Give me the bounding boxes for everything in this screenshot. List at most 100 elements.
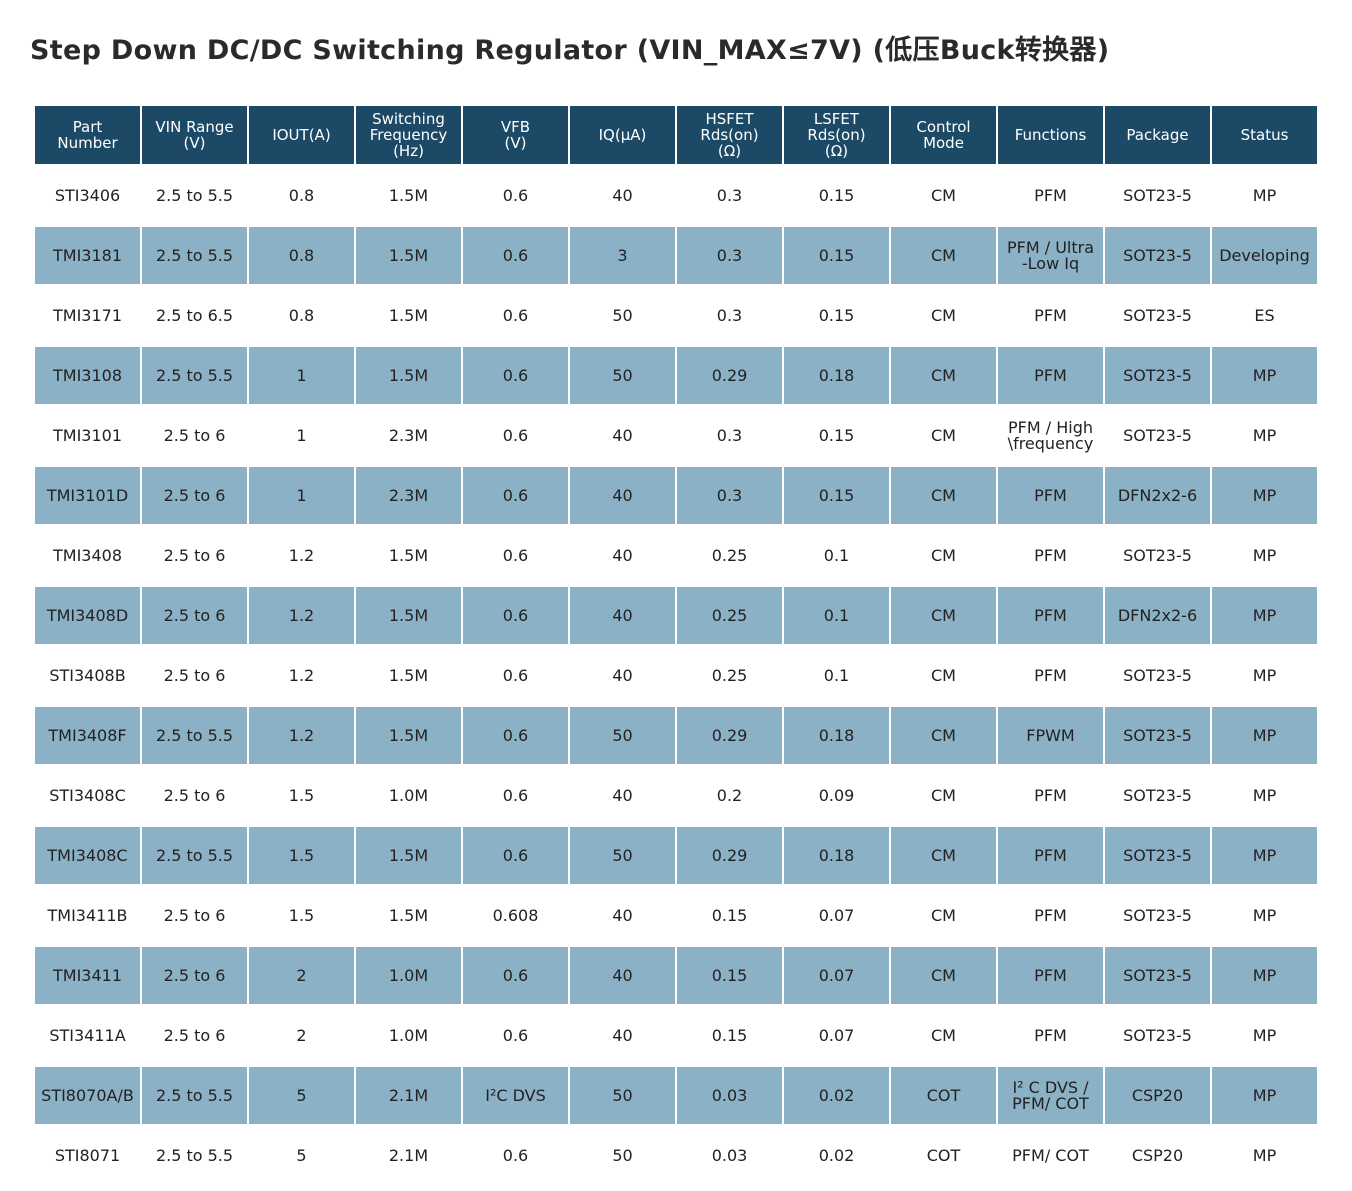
table-cell-switching-frequency: 1.5M — [356, 647, 461, 704]
table-cell-vfb: I²C DVS — [463, 1067, 568, 1124]
table-cell-status: Developing — [1212, 227, 1317, 284]
column-header-hsfet-rds-on: HSFET Rds(on) (Ω) — [677, 106, 782, 164]
table-cell-control-mode: CM — [891, 167, 996, 224]
table-cell-package: SOT23-5 — [1105, 167, 1210, 224]
table-cell-lsfet-rds-on: 0.02 — [784, 1067, 889, 1124]
table-row: TMI3408D 2.5 to 6 1.2 1.5M 0.6 40 0.25 0.1 CM PFM… — [35, 587, 1317, 644]
table-cell-control-mode: CM — [891, 227, 996, 284]
table-cell-iout: 2 — [249, 947, 354, 1004]
table-cell-status: MP — [1212, 467, 1317, 524]
table-cell-control-mode: CM — [891, 467, 996, 524]
table-cell-hsfet-rds-on: 0.3 — [677, 407, 782, 464]
table-cell-control-mode: CM — [891, 527, 996, 584]
table-cell-control-mode: CM — [891, 827, 996, 884]
table-cell-part-number: TMI3181 — [35, 227, 140, 284]
table-row: STI3408B 2.5 to 6 1.2 1.5M 0.6 40 0.25 0.1 CM PFM… — [35, 647, 1317, 704]
table-row: TMI3411B 2.5 to 6 1.5 1.5M 0.608 40 0.15 0.07 CM… — [35, 887, 1317, 944]
table-cell-functions: PFM — [998, 527, 1103, 584]
table-cell-status: ES — [1212, 287, 1317, 344]
table-cell-hsfet-rds-on: 0.2 — [677, 767, 782, 824]
table-cell-functions: PFM — [998, 467, 1103, 524]
table-cell-control-mode: CM — [891, 767, 996, 824]
table-cell-functions: PFM / Ultra -Low Iq — [998, 227, 1103, 284]
table-cell-status: MP — [1212, 1127, 1317, 1184]
table-cell-status: MP — [1212, 647, 1317, 704]
table-cell-hsfet-rds-on: 0.25 — [677, 647, 782, 704]
table-cell-lsfet-rds-on: 0.1 — [784, 527, 889, 584]
table-cell-vin-range: 2.5 to 6 — [142, 467, 247, 524]
table-cell-lsfet-rds-on: 0.18 — [784, 347, 889, 404]
table-cell-status: MP — [1212, 347, 1317, 404]
table-cell-status: MP — [1212, 167, 1317, 224]
table-cell-hsfet-rds-on: 0.25 — [677, 527, 782, 584]
table-cell-vfb: 0.608 — [463, 887, 568, 944]
table-cell-vin-range: 2.5 to 6 — [142, 947, 247, 1004]
table-cell-vfb: 0.6 — [463, 707, 568, 764]
table-cell-hsfet-rds-on: 0.29 — [677, 827, 782, 884]
table-cell-lsfet-rds-on: 0.1 — [784, 587, 889, 644]
table-cell-lsfet-rds-on: 0.15 — [784, 407, 889, 464]
table-cell-functions: PFM/ COT — [998, 1127, 1103, 1184]
table-cell-control-mode: CM — [891, 347, 996, 404]
table-cell-part-number: STI3408C — [35, 767, 140, 824]
table-cell-functions: PFM / High \frequency — [998, 407, 1103, 464]
table-cell-package: SOT23-5 — [1105, 707, 1210, 764]
table-cell-iq: 40 — [570, 527, 675, 584]
table-cell-status: MP — [1212, 1007, 1317, 1064]
table-cell-control-mode: CM — [891, 947, 996, 1004]
table-cell-control-mode: CM — [891, 407, 996, 464]
table-cell-iout: 0.8 — [249, 167, 354, 224]
table-cell-functions: PFM — [998, 767, 1103, 824]
table-cell-package: SOT23-5 — [1105, 347, 1210, 404]
table-cell-switching-frequency: 1.5M — [356, 227, 461, 284]
table-cell-functions: PFM — [998, 587, 1103, 644]
table-cell-switching-frequency: 2.1M — [356, 1127, 461, 1184]
table-cell-vin-range: 2.5 to 5.5 — [142, 227, 247, 284]
table-cell-hsfet-rds-on: 0.3 — [677, 227, 782, 284]
table-cell-iq: 50 — [570, 1067, 675, 1124]
table-cell-iq: 50 — [570, 827, 675, 884]
table-cell-part-number: TMI3411B — [35, 887, 140, 944]
table-cell-control-mode: CM — [891, 287, 996, 344]
table-cell-status: MP — [1212, 827, 1317, 884]
table-cell-switching-frequency: 2.3M — [356, 407, 461, 464]
table-cell-functions: PFM — [998, 647, 1103, 704]
table-cell-vin-range: 2.5 to 6 — [142, 587, 247, 644]
table-cell-hsfet-rds-on: 0.3 — [677, 287, 782, 344]
table-cell-status: MP — [1212, 527, 1317, 584]
table-cell-iq: 50 — [570, 347, 675, 404]
table-cell-hsfet-rds-on: 0.29 — [677, 347, 782, 404]
table-cell-iq: 3 — [570, 227, 675, 284]
table-row: TMI3108 2.5 to 5.5 1 1.5M 0.6 50 0.29 0.18 CM PFM… — [35, 347, 1317, 404]
table-cell-iq: 40 — [570, 1007, 675, 1064]
table-cell-hsfet-rds-on: 0.15 — [677, 1007, 782, 1064]
table-cell-iout: 2 — [249, 1007, 354, 1064]
column-header-iq: IQ(μA) — [570, 106, 675, 164]
table-header-row: Part Number VIN Range (V) IOUT(A) Switching… — [35, 106, 1317, 164]
table-cell-vin-range: 2.5 to 5.5 — [142, 827, 247, 884]
table-cell-switching-frequency: 1.5M — [356, 287, 461, 344]
table-row: STI8070A/B 2.5 to 5.5 5 2.1M I²C DVS 50 0.03 0.… — [35, 1067, 1317, 1124]
table-cell-iq: 40 — [570, 647, 675, 704]
table-cell-switching-frequency: 1.5M — [356, 527, 461, 584]
table-cell-vin-range: 2.5 to 6 — [142, 1007, 247, 1064]
table-cell-lsfet-rds-on: 0.15 — [784, 467, 889, 524]
table-cell-control-mode: COT — [891, 1127, 996, 1184]
table-cell-switching-frequency: 1.5M — [356, 167, 461, 224]
table-cell-part-number: TMI3101 — [35, 407, 140, 464]
table-cell-vfb: 0.6 — [463, 167, 568, 224]
table-cell-functions: PFM — [998, 167, 1103, 224]
table-cell-part-number: TMI3108 — [35, 347, 140, 404]
table-cell-iq: 40 — [570, 887, 675, 944]
table-cell-vfb: 0.6 — [463, 227, 568, 284]
table-cell-vin-range: 2.5 to 5.5 — [142, 347, 247, 404]
table-cell-iout: 0.8 — [249, 227, 354, 284]
table-row: STI3411A 2.5 to 6 2 1.0M 0.6 40 0.15 0.07 CM PFM S… — [35, 1007, 1317, 1064]
table-cell-vin-range: 2.5 to 5.5 — [142, 1067, 247, 1124]
table-cell-package: CSP20 — [1105, 1127, 1210, 1184]
table-cell-iq: 40 — [570, 947, 675, 1004]
table-cell-iq: 50 — [570, 707, 675, 764]
table-cell-vfb: 0.6 — [463, 1007, 568, 1064]
table-cell-lsfet-rds-on: 0.15 — [784, 167, 889, 224]
